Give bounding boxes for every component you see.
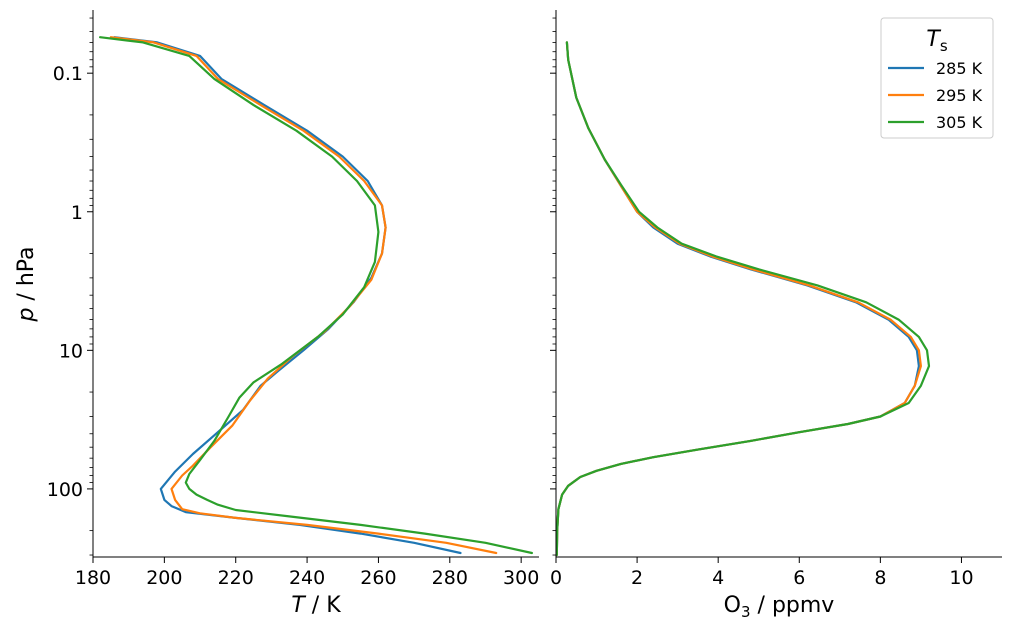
legend-label: 285 K (936, 59, 983, 78)
temperature-line-295k (109, 36, 498, 555)
shared-ylabel-var: p (14, 308, 39, 323)
temperature-x-tick-label: 280 (432, 567, 468, 589)
temperature-y-tick-label: 10 (59, 340, 83, 362)
legend-items: 285 K 295 K 305 K (888, 59, 983, 132)
ozone-line-295k (555, 41, 922, 557)
legend-title-sub: s (940, 37, 948, 55)
temperature-x-tick-label: 300 (503, 567, 539, 589)
ozone-x-axis-label: O3 / ppmv (724, 593, 835, 621)
legend-item: 305 K (888, 113, 983, 132)
legend-title-main: T (926, 27, 941, 52)
ozone-x-tick-label: 4 (712, 567, 724, 589)
temperature-x-tick-label: 240 (289, 567, 325, 589)
temperature-x-ticks: 180 200 220 240 260 280 300 (75, 557, 539, 589)
shared-ylabel: p / hPa (14, 246, 39, 322)
temperature-line-285k (113, 36, 462, 555)
ozone-x-tick-label: 0 (550, 567, 562, 589)
temperature-xlabel-unit: / K (305, 593, 341, 618)
legend-item: 285 K (888, 59, 983, 78)
ozone-xlabel-sub: 3 (741, 603, 751, 621)
ozone-xlabel-pre: O (724, 593, 741, 618)
temperature-panel: 0.1 1 10 100 180 200 220 240 260 280 300 T / K (47, 10, 539, 618)
legend-item: 295 K (888, 86, 983, 105)
temperature-x-axis-label: T / K (291, 593, 341, 618)
ozone-series-group (555, 41, 931, 557)
temperature-y-tick-label: 100 (47, 479, 83, 501)
legend-label: 295 K (936, 86, 983, 105)
ozone-x-tick-label: 6 (793, 567, 805, 589)
ozone-x-tick-label: 2 (631, 567, 643, 589)
temperature-x-tick-label: 260 (360, 567, 396, 589)
ozone-line-285k (555, 41, 920, 557)
ozone-x-tick-label: 10 (949, 567, 973, 589)
temperature-series-group (99, 36, 533, 555)
legend-label: 305 K (936, 113, 983, 132)
legend-frame (880, 17, 994, 139)
ozone-y-ticks (550, 17, 556, 556)
ozone-panel: 0 2 4 6 8 10 O3 / ppmv Ts 285 K 295 K 305 K (550, 10, 1002, 621)
ozone-line-305k (555, 41, 931, 557)
temperature-x-tick-label: 200 (146, 567, 182, 589)
temperature-y-tick-label: 1 (71, 202, 83, 224)
ozone-x-tick-label: 8 (874, 567, 886, 589)
legend: Ts 285 K 295 K 305 K (880, 17, 994, 139)
ozone-x-ticks: 0 2 4 6 8 10 (550, 557, 974, 589)
temperature-x-tick-label: 220 (218, 567, 254, 589)
temperature-xlabel-var: T (291, 593, 306, 618)
temperature-y-tick-label: 0.1 (53, 63, 83, 85)
shared-ylabel-unit: / hPa (14, 246, 39, 307)
legend-title: Ts (926, 27, 947, 55)
temperature-line-305k (99, 36, 533, 555)
temperature-x-tick-label: 180 (75, 567, 111, 589)
temperature-y-ticks: 0.1 1 10 100 (47, 17, 93, 556)
ozone-xlabel-unit: / ppmv (751, 593, 835, 618)
